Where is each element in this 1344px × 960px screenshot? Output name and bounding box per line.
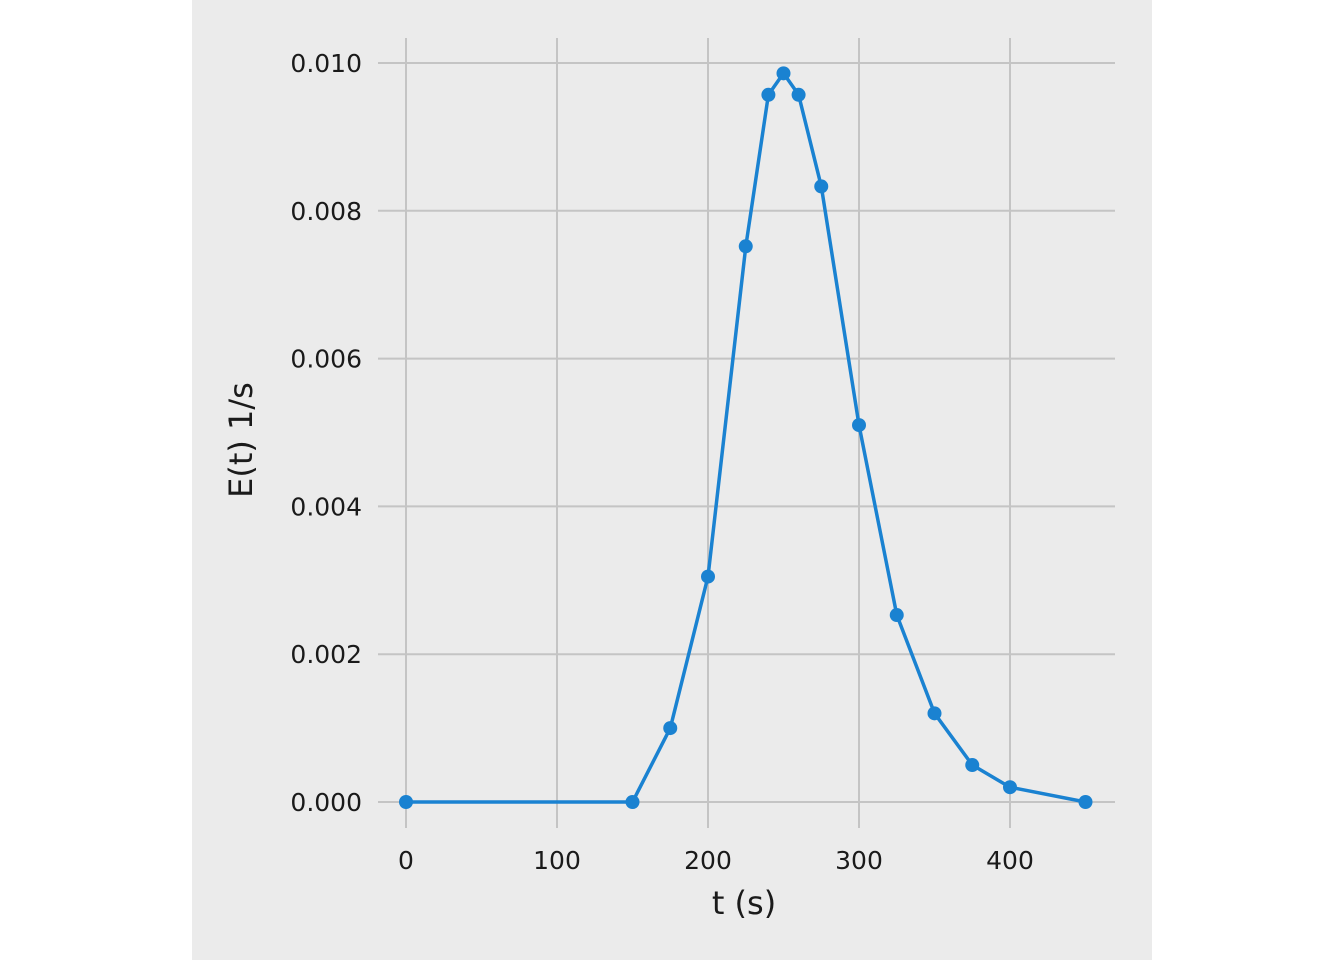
y-axis-label: E(t) 1/s <box>222 382 260 498</box>
data-point <box>776 66 791 81</box>
data-point <box>927 706 942 721</box>
data-point <box>852 418 866 433</box>
x-tick-label: 100 <box>533 846 581 875</box>
data-point <box>701 569 715 584</box>
x-tick-label: 0 <box>398 846 414 875</box>
data-point <box>663 721 678 736</box>
tick-labels: 0 100 200 300 400 0.000 0.002 0.004 0.006 0.008 0.… <box>290 49 1033 875</box>
data-point <box>889 608 904 623</box>
grid-lines <box>378 38 1115 828</box>
y-tick-label: 0.008 <box>290 197 362 226</box>
x-axis-label: t (s) <box>712 884 776 922</box>
data-point <box>761 87 776 102</box>
x-tick-label: 400 <box>986 846 1034 875</box>
data-point <box>399 795 413 809</box>
data-point <box>791 87 806 102</box>
x-tick-label: 300 <box>835 846 883 875</box>
data-point <box>738 239 753 254</box>
y-tick-label: 0.010 <box>290 49 362 78</box>
data-point <box>1078 795 1093 809</box>
x-tick-label: 200 <box>684 846 732 875</box>
data-point <box>965 758 980 773</box>
y-tick-label: 0.002 <box>290 640 362 669</box>
data-point <box>1003 780 1017 795</box>
y-tick-label: 0.004 <box>290 492 362 521</box>
data-point <box>814 179 829 194</box>
data-series <box>399 66 1093 809</box>
y-tick-label: 0.000 <box>290 788 362 817</box>
data-point <box>625 795 640 809</box>
figure-background <box>192 0 1152 960</box>
y-tick-label: 0.006 <box>290 345 362 374</box>
